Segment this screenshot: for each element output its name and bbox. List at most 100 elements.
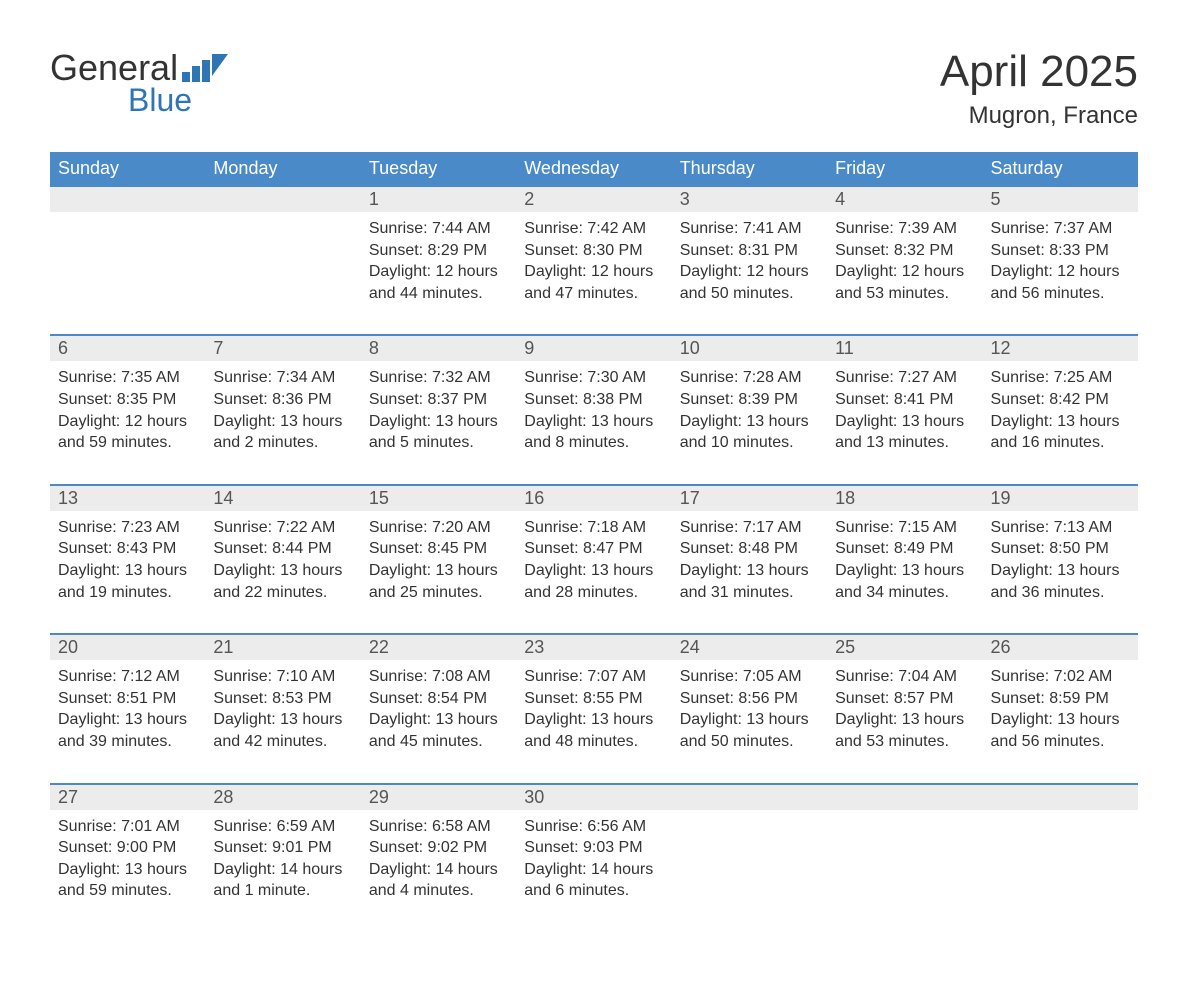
day-sunrise-text: Sunrise: 7:32 AM (369, 367, 508, 389)
day-d1-text: Daylight: 13 hours (58, 859, 197, 881)
day-d2-text: and 5 minutes. (369, 432, 508, 454)
day-content-cell (827, 810, 982, 932)
day-d2-text: and 31 minutes. (680, 582, 819, 604)
day-sunset-text: Sunset: 8:35 PM (58, 389, 197, 411)
day-number-cell: 6 (50, 335, 205, 361)
logo-text-blue: Blue (128, 86, 228, 115)
day-sunset-text: Sunset: 8:41 PM (835, 389, 974, 411)
day-content-cell: Sunrise: 7:28 AMSunset: 8:39 PMDaylight:… (672, 361, 827, 484)
month-title: April 2025 (940, 50, 1138, 94)
day-sunrise-text: Sunrise: 6:59 AM (213, 816, 352, 838)
day-number-cell: 15 (361, 485, 516, 511)
day-number-cell: 10 (672, 335, 827, 361)
day-content-cell: Sunrise: 7:35 AMSunset: 8:35 PMDaylight:… (50, 361, 205, 484)
day-sunset-text: Sunset: 8:59 PM (991, 688, 1130, 710)
day-number-cell: 12 (983, 335, 1138, 361)
day-content-cell (205, 212, 360, 335)
location-label: Mugron, France (940, 102, 1138, 130)
day-of-week-header: Wednesday (516, 152, 671, 186)
day-number-cell (827, 784, 982, 810)
day-d1-text: Daylight: 13 hours (835, 411, 974, 433)
day-d1-text: Daylight: 12 hours (369, 261, 508, 283)
day-content-cell: Sunrise: 7:22 AMSunset: 8:44 PMDaylight:… (205, 511, 360, 634)
day-sunrise-text: Sunrise: 6:56 AM (524, 816, 663, 838)
day-sunrise-text: Sunrise: 7:23 AM (58, 517, 197, 539)
day-d1-text: Daylight: 13 hours (680, 560, 819, 582)
day-sunrise-text: Sunrise: 7:22 AM (213, 517, 352, 539)
day-content-cell: Sunrise: 7:34 AMSunset: 8:36 PMDaylight:… (205, 361, 360, 484)
day-number-row: 6789101112 (50, 335, 1138, 361)
day-d2-text: and 13 minutes. (835, 432, 974, 454)
day-d1-text: Daylight: 14 hours (524, 859, 663, 881)
day-content-cell: Sunrise: 7:05 AMSunset: 8:56 PMDaylight:… (672, 660, 827, 783)
day-d2-text: and 28 minutes. (524, 582, 663, 604)
day-d2-text: and 8 minutes. (524, 432, 663, 454)
day-number-cell: 17 (672, 485, 827, 511)
day-content-cell: Sunrise: 7:12 AMSunset: 8:51 PMDaylight:… (50, 660, 205, 783)
day-number-cell: 30 (516, 784, 671, 810)
day-content-cell: Sunrise: 7:39 AMSunset: 8:32 PMDaylight:… (827, 212, 982, 335)
day-number-cell: 13 (50, 485, 205, 511)
day-sunrise-text: Sunrise: 7:35 AM (58, 367, 197, 389)
day-sunset-text: Sunset: 8:32 PM (835, 240, 974, 262)
day-d2-text: and 56 minutes. (991, 731, 1130, 753)
day-d1-text: Daylight: 14 hours (369, 859, 508, 881)
day-content-row: Sunrise: 7:23 AMSunset: 8:43 PMDaylight:… (50, 511, 1138, 634)
day-d1-text: Daylight: 12 hours (58, 411, 197, 433)
day-number-cell: 9 (516, 335, 671, 361)
day-d1-text: Daylight: 13 hours (58, 560, 197, 582)
day-d1-text: Daylight: 13 hours (369, 560, 508, 582)
day-d1-text: Daylight: 12 hours (835, 261, 974, 283)
day-number-cell: 29 (361, 784, 516, 810)
day-d1-text: Daylight: 12 hours (680, 261, 819, 283)
day-content-cell: Sunrise: 7:15 AMSunset: 8:49 PMDaylight:… (827, 511, 982, 634)
day-sunrise-text: Sunrise: 7:17 AM (680, 517, 819, 539)
day-sunrise-text: Sunrise: 7:44 AM (369, 218, 508, 240)
day-sunset-text: Sunset: 8:53 PM (213, 688, 352, 710)
day-d1-text: Daylight: 13 hours (524, 560, 663, 582)
day-sunrise-text: Sunrise: 7:04 AM (835, 666, 974, 688)
day-number-cell: 7 (205, 335, 360, 361)
day-d2-text: and 56 minutes. (991, 283, 1130, 305)
day-number-row: 13141516171819 (50, 485, 1138, 511)
day-sunrise-text: Sunrise: 7:37 AM (991, 218, 1130, 240)
day-content-row: Sunrise: 7:35 AMSunset: 8:35 PMDaylight:… (50, 361, 1138, 484)
day-sunrise-text: Sunrise: 7:10 AM (213, 666, 352, 688)
day-number-cell: 28 (205, 784, 360, 810)
day-d1-text: Daylight: 12 hours (991, 261, 1130, 283)
day-sunrise-text: Sunrise: 7:20 AM (369, 517, 508, 539)
day-sunrise-text: Sunrise: 7:25 AM (991, 367, 1130, 389)
day-d1-text: Daylight: 13 hours (213, 560, 352, 582)
day-d1-text: Daylight: 13 hours (369, 411, 508, 433)
day-d1-text: Daylight: 13 hours (524, 709, 663, 731)
day-number-cell: 1 (361, 186, 516, 212)
day-sunset-text: Sunset: 8:49 PM (835, 538, 974, 560)
day-content-cell: Sunrise: 7:32 AMSunset: 8:37 PMDaylight:… (361, 361, 516, 484)
day-sunset-text: Sunset: 8:43 PM (58, 538, 197, 560)
day-sunset-text: Sunset: 9:02 PM (369, 837, 508, 859)
day-number-cell: 21 (205, 634, 360, 660)
day-d2-text: and 39 minutes. (58, 731, 197, 753)
calendar-table: SundayMondayTuesdayWednesdayThursdayFrid… (50, 152, 1138, 932)
day-sunrise-text: Sunrise: 7:28 AM (680, 367, 819, 389)
day-number-cell: 5 (983, 186, 1138, 212)
day-content-cell (672, 810, 827, 932)
day-d1-text: Daylight: 13 hours (369, 709, 508, 731)
day-number-cell: 20 (50, 634, 205, 660)
day-content-cell: Sunrise: 7:08 AMSunset: 8:54 PMDaylight:… (361, 660, 516, 783)
day-of-week-header: Saturday (983, 152, 1138, 186)
calendar-header-row: SundayMondayTuesdayWednesdayThursdayFrid… (50, 152, 1138, 186)
day-of-week-header: Thursday (672, 152, 827, 186)
day-content-cell: Sunrise: 7:20 AMSunset: 8:45 PMDaylight:… (361, 511, 516, 634)
day-sunset-text: Sunset: 8:33 PM (991, 240, 1130, 262)
day-d2-text: and 53 minutes. (835, 731, 974, 753)
day-d2-text: and 25 minutes. (369, 582, 508, 604)
day-sunrise-text: Sunrise: 7:01 AM (58, 816, 197, 838)
day-d2-text: and 22 minutes. (213, 582, 352, 604)
day-content-cell: Sunrise: 7:10 AMSunset: 8:53 PMDaylight:… (205, 660, 360, 783)
day-d2-text: and 47 minutes. (524, 283, 663, 305)
day-sunset-text: Sunset: 8:38 PM (524, 389, 663, 411)
day-d2-text: and 50 minutes. (680, 283, 819, 305)
day-content-cell: Sunrise: 7:04 AMSunset: 8:57 PMDaylight:… (827, 660, 982, 783)
logo: General Blue (50, 50, 228, 115)
